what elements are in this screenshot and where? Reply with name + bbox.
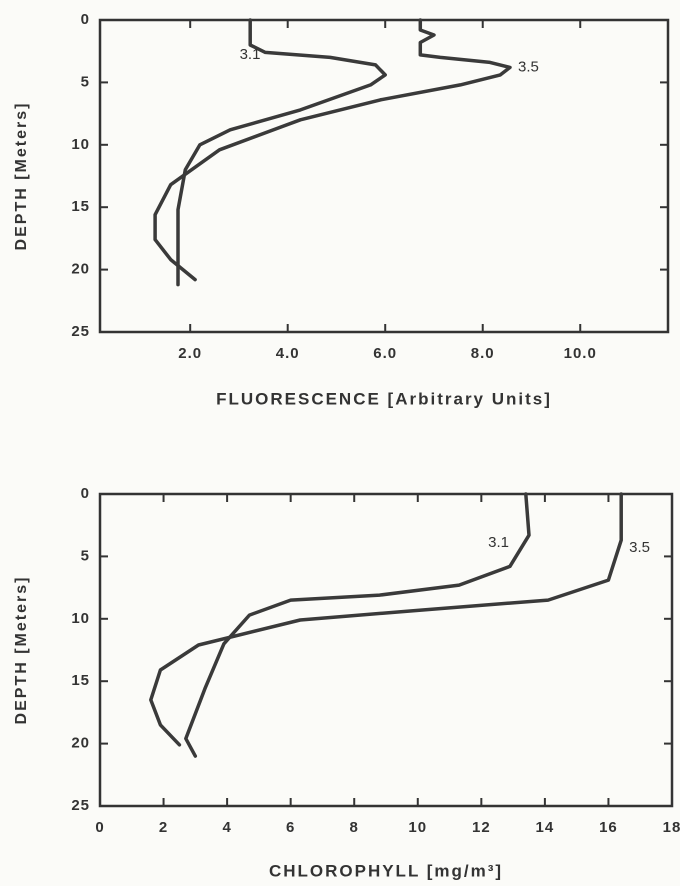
x-tick-label: 4.0 (276, 345, 300, 362)
y-tick-label: 20 (71, 735, 90, 752)
y-tick-label: 25 (71, 323, 90, 340)
series-label: 3.1 (240, 46, 261, 63)
x-tick-label: 8.0 (471, 345, 495, 362)
y-tick-label: 5 (81, 73, 90, 90)
series-label: 3.5 (518, 58, 539, 75)
x-tick-label: 0 (95, 819, 104, 836)
plot-frame (98, 492, 674, 808)
x-tick-label: 6.0 (373, 345, 397, 362)
x-tick-label: 10.0 (564, 345, 597, 362)
profile-line (153, 18, 512, 282)
x-tick-label: 10 (408, 819, 427, 836)
x-tick-label: 16 (599, 819, 618, 836)
y-tick-label: 10 (71, 136, 90, 153)
profile-line (176, 18, 387, 287)
series-label: 3.5 (629, 539, 650, 556)
x-tick-label: 4 (222, 819, 231, 836)
x-tick-label: 12 (472, 819, 491, 836)
series-label: 3.1 (488, 534, 509, 551)
profile-line (184, 492, 531, 758)
y-axis-label: DEPTH [Meters] (13, 102, 30, 251)
x-tick-label: 8 (350, 819, 359, 836)
x-tick-label: 14 (536, 819, 555, 836)
x-tick-label: 2.0 (178, 345, 202, 362)
x-tick-label: 18 (663, 819, 680, 836)
x-axis-label: CHLOROPHYLL [mg/m³] (269, 861, 503, 880)
y-axis-label: DEPTH [Meters] (13, 576, 30, 725)
y-tick-label: 15 (71, 672, 90, 689)
plot-frame (98, 18, 670, 334)
x-tick-label: 6 (286, 819, 295, 836)
y-tick-label: 15 (71, 198, 90, 215)
y-tick-label: 0 (81, 11, 90, 28)
y-tick-label: 20 (71, 261, 90, 278)
profile-line (149, 492, 623, 747)
x-axis-label: FLUORESCENCE [Arbitrary Units] (216, 389, 552, 408)
y-tick-label: 25 (71, 797, 90, 814)
y-tick-label: 10 (71, 610, 90, 627)
y-tick-label: 5 (81, 547, 90, 564)
x-tick-label: 2 (159, 819, 168, 836)
y-tick-label: 0 (81, 485, 90, 502)
